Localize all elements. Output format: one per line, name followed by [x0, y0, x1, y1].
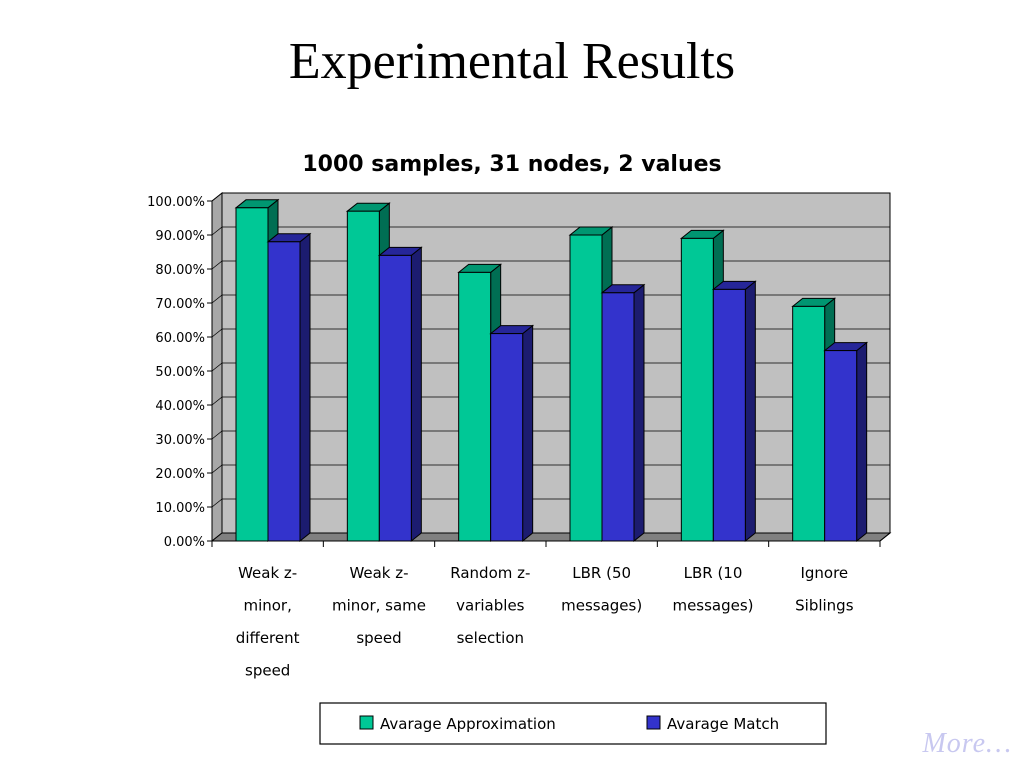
gridline-side — [211, 294, 223, 304]
bar — [569, 234, 603, 542]
y-tick-label: 70.00% — [155, 297, 205, 312]
x-tick-label-line: messages) — [561, 597, 642, 615]
x-tick-label: Weak z-minor, same speed — [332, 564, 426, 647]
y-tick-label: 20.00% — [155, 467, 205, 482]
bar — [792, 305, 826, 542]
x-axis-edge — [879, 532, 891, 542]
y-tick-label: 0.00% — [164, 535, 205, 550]
gridline-side — [211, 498, 223, 508]
x-tick-label-line: variables — [456, 597, 525, 615]
bar-side — [744, 280, 756, 543]
y-tick-label: 40.00% — [155, 399, 205, 414]
bar-side — [633, 283, 645, 543]
legend-label: Avarage Match — [667, 715, 779, 733]
bar-side — [299, 232, 311, 543]
x-tick-label-line: Random z- — [450, 564, 530, 582]
bar-side — [856, 341, 868, 543]
x-tick-label-line: LBR (10 — [684, 564, 743, 582]
more-link[interactable]: More… — [922, 728, 1012, 759]
bar-side — [410, 246, 422, 543]
bar — [712, 288, 746, 542]
x-tick-label: LBR (50 messages) — [561, 564, 642, 615]
bar — [458, 271, 492, 542]
legend-swatch — [359, 715, 374, 730]
slide-title: Experimental Results — [288, 33, 736, 90]
chart-title: 1000 samples, 31 nodes, 2 values — [302, 152, 721, 177]
gridline-side — [211, 226, 223, 236]
gridline-side — [211, 260, 223, 270]
x-tick-label-line: minor, same — [332, 597, 426, 615]
x-tick-label-line: Siblings — [795, 597, 854, 615]
y-tick-label: 10.00% — [155, 501, 205, 516]
x-tick-label-line: Weak z- — [238, 564, 297, 582]
legend: Avarage Approximation Avarage Match — [319, 702, 827, 745]
gridline-side — [211, 362, 223, 372]
y-tick-label: 80.00% — [155, 263, 205, 278]
gridline-side — [211, 192, 223, 202]
gridline-side — [211, 396, 223, 406]
gridline-side — [211, 430, 223, 440]
bar — [267, 241, 301, 542]
x-tick-label: Ignore Siblings — [795, 564, 854, 615]
legend-label: Avarage Approximation — [380, 715, 556, 733]
bar — [490, 333, 524, 542]
bar — [680, 237, 714, 542]
x-tick-label: LBR (10 messages) — [672, 564, 753, 615]
x-tick-label-line: selection — [457, 629, 524, 647]
bar — [235, 207, 269, 542]
x-tick-label-line: messages) — [672, 597, 753, 615]
plot-area: 0.00% 10.00% 20.00% 30.00% 40.00% 50.00% 60.00… — [147, 191, 892, 680]
x-tick-label-line: speed — [245, 662, 290, 680]
x-tick-label: Random z-variables selection — [450, 564, 530, 647]
bar-side — [522, 324, 534, 543]
gridline-side — [211, 464, 223, 474]
x-tick-label-line: Weak z- — [349, 564, 408, 582]
bar — [824, 350, 858, 542]
y-tick-label: 90.00% — [155, 229, 205, 244]
bar — [346, 210, 380, 542]
y-tick-label: 60.00% — [155, 331, 205, 346]
x-tick-label-line: speed — [356, 629, 401, 647]
gridline-side — [211, 328, 223, 338]
bar — [601, 292, 635, 542]
y-tick-label: 50.00% — [155, 365, 205, 380]
x-tick-label-line: Ignore — [800, 564, 848, 582]
plot-floor — [210, 532, 892, 542]
x-tick-label-line: LBR (50 — [572, 564, 631, 582]
y-tick-label: 100.00% — [147, 195, 205, 210]
y-tick-label: 30.00% — [155, 433, 205, 448]
x-tick-label: Weak z-minor, different speed — [236, 564, 300, 680]
bar — [378, 254, 412, 542]
legend-box — [319, 702, 827, 745]
x-tick-label-line: different — [236, 629, 300, 647]
x-tick-label-line: minor, — [243, 597, 291, 615]
legend-swatch — [646, 715, 661, 730]
